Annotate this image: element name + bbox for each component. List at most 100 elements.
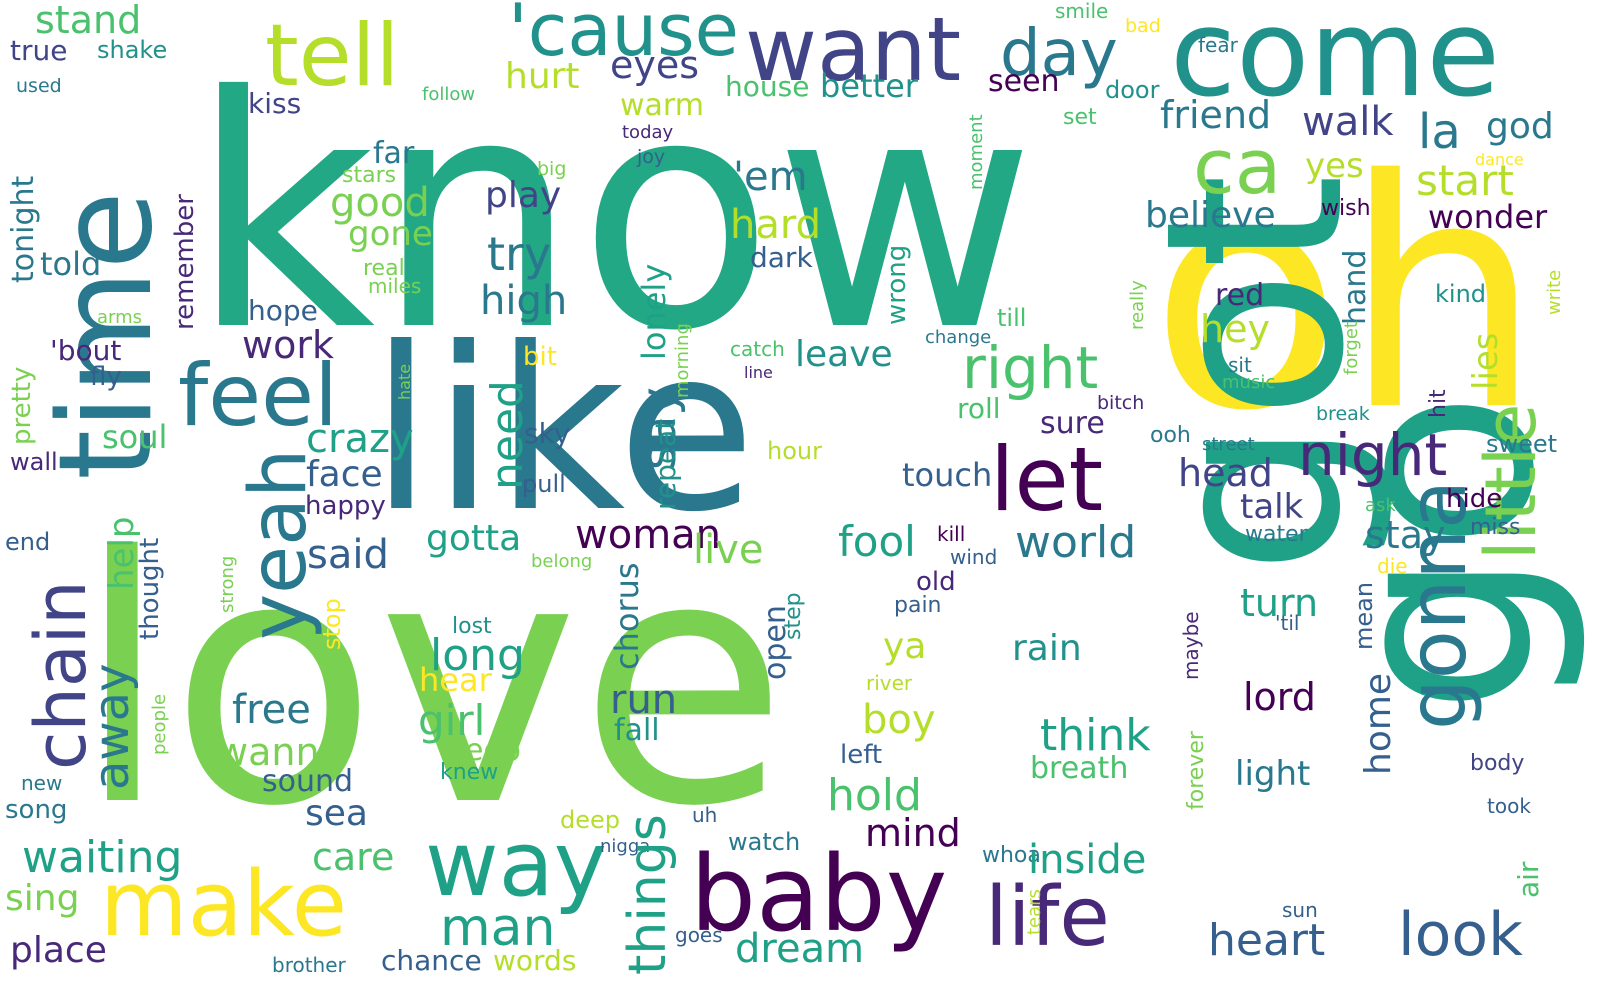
word-right: right (962, 334, 1098, 402)
word-eyes: eyes (610, 43, 699, 87)
word-pain: pain (894, 593, 942, 618)
word-sweet: sweet (1486, 430, 1557, 458)
word-brother: brother (272, 953, 347, 977)
word-waiting: waiting (22, 832, 182, 883)
word-mean: mean (1350, 582, 1378, 650)
word-place: place (10, 930, 107, 971)
word-arms: arms (97, 307, 142, 328)
word-bad: bad (1125, 15, 1161, 37)
word-tell: tell (265, 6, 399, 106)
word-chance: chance (381, 944, 482, 977)
word-happy: happy (305, 491, 386, 521)
word-turn: turn (1240, 581, 1318, 625)
word-baby: baby (690, 833, 947, 955)
word-hour: hour (767, 437, 822, 465)
word-love: love (75, 485, 788, 881)
word-pull: pull (522, 470, 566, 498)
word-leave: leave (795, 334, 893, 375)
word-man: man (440, 898, 555, 958)
word-watch: watch (728, 828, 800, 856)
word-got: got (1113, 174, 1398, 575)
word-said: said (307, 532, 389, 578)
word-day: day (1000, 17, 1118, 91)
word-go: go (1290, 391, 1592, 715)
word-hurt: hurt (505, 56, 580, 97)
word-till: till (997, 304, 1026, 332)
word-need: need (482, 380, 533, 490)
word-true: true (10, 34, 67, 67)
word-bit: bit (523, 342, 557, 372)
word-wall: wall (10, 448, 58, 476)
word-die: die (1377, 554, 1408, 578)
word-wanna: wanna (217, 730, 343, 774)
word-tears: tears (1024, 889, 1045, 935)
word-air: air (1512, 861, 1545, 898)
word-whoa: whoa (982, 843, 1041, 868)
word-let: let (990, 428, 1103, 531)
word-little: little (1470, 404, 1552, 560)
word-step: step (781, 592, 806, 640)
word-end: end (5, 528, 50, 556)
word-dark: dark (750, 241, 813, 274)
word-ca: ca (1193, 122, 1281, 211)
word-kill: kill (937, 522, 965, 546)
word-sun: sun (1282, 898, 1318, 922)
word-touch: touch (902, 456, 992, 494)
word-away: away (84, 664, 140, 791)
word-walk: walk (1302, 99, 1394, 145)
word-stop: stop (318, 598, 346, 650)
word-better: better (820, 67, 919, 105)
word-miss: miss (1470, 515, 1520, 540)
word-gone: gone (348, 214, 433, 254)
word-hide: hide (1446, 484, 1502, 514)
word-big: big (537, 158, 566, 180)
word-miles: miles (368, 274, 421, 298)
word-like: like (370, 300, 756, 562)
word-new: new (21, 771, 62, 795)
word-shake: shake (97, 36, 167, 64)
word-gotta: gotta (426, 518, 521, 559)
word-hard: hard (730, 202, 821, 248)
word-way: way (425, 812, 607, 917)
word-yeah: yeah (234, 449, 324, 640)
word-river: river (866, 671, 913, 695)
word-forget: forget (1341, 321, 1362, 375)
word-left: left (840, 740, 882, 770)
word-lost: lost (452, 614, 492, 639)
word-hit: hit (1426, 389, 1451, 418)
word-know: know (190, 29, 1036, 401)
word-red: red (1215, 278, 1264, 313)
word-free: free (232, 687, 311, 733)
word-heart: heart (1208, 915, 1325, 966)
word-work: work (242, 323, 334, 367)
word-chain: chain (20, 580, 102, 770)
word-sky: sky (524, 417, 570, 450)
word-try: try (487, 227, 551, 281)
word-door: door (1105, 76, 1160, 104)
word-tonight: tonight (6, 175, 41, 283)
word-today: today (622, 122, 674, 143)
word-goes: goes (675, 923, 723, 947)
word-rain: rain (1012, 628, 1082, 669)
word-fear: fear (1198, 33, 1239, 57)
word-body: body (1470, 751, 1524, 776)
word-stars: stars (342, 163, 396, 188)
word-seen: seen (988, 64, 1060, 99)
word-hate: hate (395, 364, 414, 400)
word-far: far (373, 136, 415, 171)
word-lies: lies (1466, 332, 1506, 390)
word-la: la (1418, 104, 1461, 160)
word-bitch: bitch (1097, 392, 1144, 414)
word-crazy: crazy (306, 416, 414, 462)
word-hey: hey (1200, 307, 1270, 351)
word-think: think (1040, 710, 1151, 761)
word-music: music (1222, 372, 1275, 393)
word-sit: sit (1228, 353, 1252, 377)
word-light: light (1235, 754, 1310, 794)
word-change: change (925, 327, 991, 348)
word-play: play (485, 175, 561, 216)
word-write: write (1544, 270, 1565, 315)
word-follow: follow (422, 84, 475, 105)
word-head: head (1178, 451, 1273, 495)
word-fall: fall (614, 713, 660, 748)
